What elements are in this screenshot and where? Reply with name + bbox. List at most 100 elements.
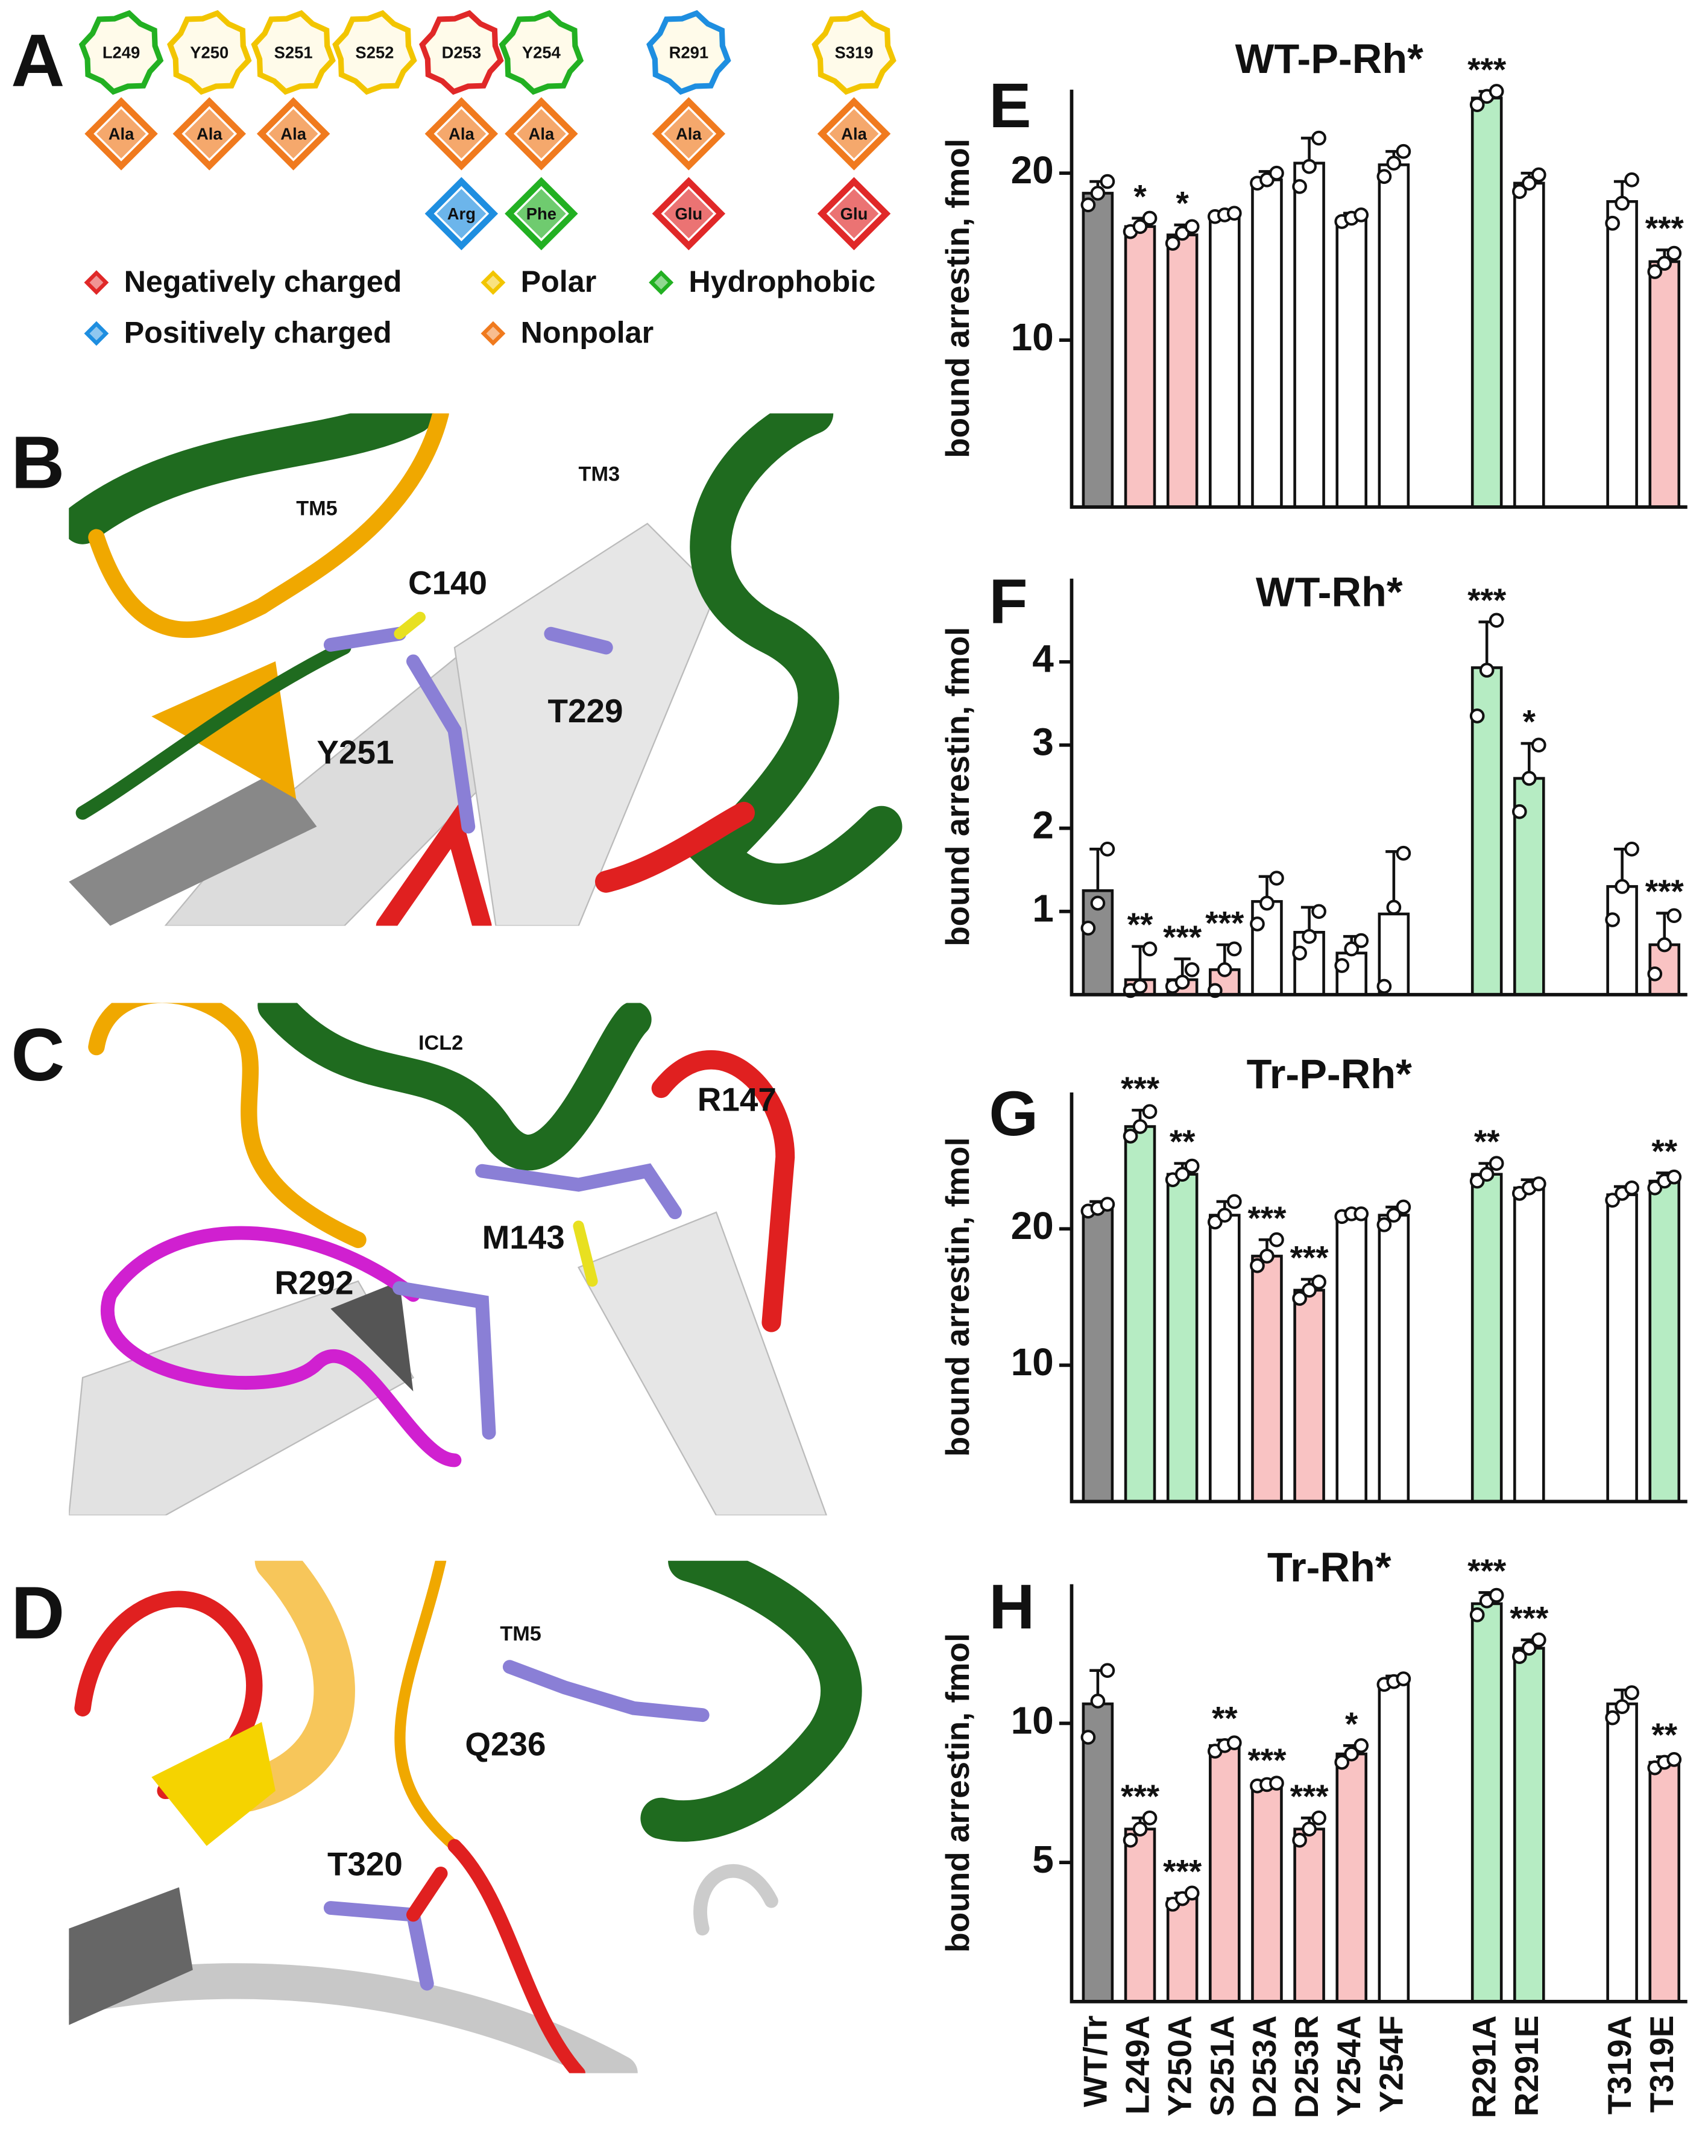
mutant-badge bbox=[813, 93, 895, 175]
panel-label: G bbox=[989, 1079, 1038, 1149]
structure-label: TM3 bbox=[579, 463, 620, 486]
bar bbox=[1606, 1702, 1638, 2003]
y-axis-label: bound arrestin, fmol bbox=[939, 139, 976, 458]
bar bbox=[1124, 1125, 1156, 1503]
data-point bbox=[1207, 1214, 1223, 1230]
data-point bbox=[1469, 97, 1485, 113]
data-point bbox=[1311, 1275, 1326, 1290]
data-point bbox=[1376, 1217, 1392, 1232]
significance: *** bbox=[1290, 1238, 1329, 1276]
structure-c bbox=[69, 1003, 828, 1516]
data-point bbox=[1666, 1169, 1682, 1185]
data-point bbox=[1344, 1746, 1360, 1762]
data-point bbox=[1184, 962, 1200, 977]
data-point bbox=[1259, 1249, 1275, 1264]
bar bbox=[1513, 1187, 1545, 1503]
legend-label: Polar bbox=[521, 265, 597, 298]
mutant-badge-inner bbox=[93, 106, 149, 162]
data-point bbox=[1226, 1735, 1242, 1751]
mutant-badge-inner bbox=[826, 106, 882, 162]
data-point bbox=[1142, 941, 1158, 957]
x-tick-label: S251A bbox=[1203, 2016, 1241, 2117]
legend-swatch-inner bbox=[89, 276, 104, 290]
residue-badge bbox=[419, 10, 504, 95]
data-point bbox=[1090, 186, 1106, 201]
y-tick-label: 10 bbox=[1011, 1698, 1054, 1742]
data-point bbox=[1511, 1649, 1527, 1664]
data-point bbox=[1184, 219, 1200, 235]
mutant-label: Ala bbox=[676, 124, 702, 143]
bar bbox=[1293, 1288, 1325, 1503]
mutant-label: Ala bbox=[449, 124, 474, 143]
bar bbox=[1606, 200, 1638, 509]
data-point bbox=[1521, 1641, 1537, 1656]
data-point bbox=[1489, 1156, 1504, 1171]
significance: ** bbox=[1474, 1123, 1500, 1160]
data-point bbox=[1302, 1282, 1317, 1298]
structure-d bbox=[69, 1560, 862, 2073]
data-point bbox=[1269, 871, 1284, 886]
residue-label: S251 bbox=[274, 43, 313, 62]
residue-badge bbox=[646, 10, 731, 95]
data-point bbox=[1624, 1685, 1639, 1700]
data-point bbox=[1624, 1180, 1639, 1196]
mutant-badge-inner bbox=[514, 186, 569, 242]
axes bbox=[1070, 1092, 1688, 1504]
axes bbox=[1070, 1584, 1688, 2003]
bar bbox=[1470, 1173, 1503, 1503]
data-point bbox=[1376, 979, 1392, 994]
significance: *** bbox=[1247, 1741, 1287, 1779]
y-tick-label: 20 bbox=[1011, 1204, 1054, 1247]
bar bbox=[1378, 1680, 1410, 2003]
bar bbox=[1124, 225, 1156, 509]
bar bbox=[1209, 213, 1241, 509]
bar bbox=[1293, 162, 1325, 509]
data-point bbox=[1165, 236, 1180, 251]
data-point bbox=[1250, 1258, 1265, 1273]
bar bbox=[1335, 1752, 1367, 2003]
bar bbox=[1513, 181, 1545, 509]
data-point bbox=[1376, 169, 1392, 184]
significance: *** bbox=[1467, 51, 1507, 88]
bar bbox=[1251, 1783, 1283, 2003]
mutant-badge bbox=[421, 93, 502, 175]
residue-label: Y254 bbox=[522, 43, 561, 62]
bar bbox=[1082, 1702, 1114, 2003]
axes bbox=[1070, 578, 1688, 997]
x-tick-label: WT/Tr bbox=[1076, 2016, 1114, 2107]
residue-badge bbox=[251, 10, 336, 95]
data-point bbox=[1353, 1738, 1369, 1753]
data-point bbox=[1132, 219, 1148, 235]
data-point bbox=[1469, 1173, 1485, 1189]
mutant-badge-inner bbox=[514, 106, 569, 162]
y-tick-label: 20 bbox=[1011, 148, 1054, 192]
structure-label: Y251 bbox=[317, 734, 394, 771]
data-point bbox=[1226, 206, 1242, 221]
mutant-badge bbox=[169, 93, 250, 175]
bar bbox=[1209, 1744, 1241, 2003]
chart-title: WT-P-Rh* bbox=[1235, 36, 1423, 82]
legend-label: Nonpolar bbox=[521, 316, 654, 350]
data-point bbox=[1311, 904, 1326, 919]
structure-label: R292 bbox=[274, 1264, 353, 1301]
legend-label: Negatively charged bbox=[124, 265, 402, 298]
data-point bbox=[1531, 1176, 1546, 1191]
data-point bbox=[1100, 174, 1115, 189]
panel-label: C bbox=[11, 1013, 65, 1097]
bar bbox=[1470, 96, 1503, 509]
data-point bbox=[1605, 215, 1620, 231]
significance: *** bbox=[1645, 872, 1684, 910]
y-tick-label: 4 bbox=[1032, 637, 1054, 681]
error-bar bbox=[1478, 620, 1495, 668]
panel-label: H bbox=[989, 1572, 1035, 1642]
significance: *** bbox=[1467, 581, 1507, 619]
mutant-badge-inner bbox=[661, 106, 717, 162]
mutant-label: Ala bbox=[280, 124, 306, 143]
mutant-badge-inner bbox=[181, 106, 238, 162]
x-tick-label: R291E bbox=[1508, 2016, 1545, 2117]
mutant-label: Glu bbox=[840, 204, 868, 223]
data-point bbox=[1521, 175, 1537, 191]
data-point bbox=[1666, 1752, 1682, 1767]
y-axis-label: bound arrestin, fmol bbox=[939, 627, 976, 947]
